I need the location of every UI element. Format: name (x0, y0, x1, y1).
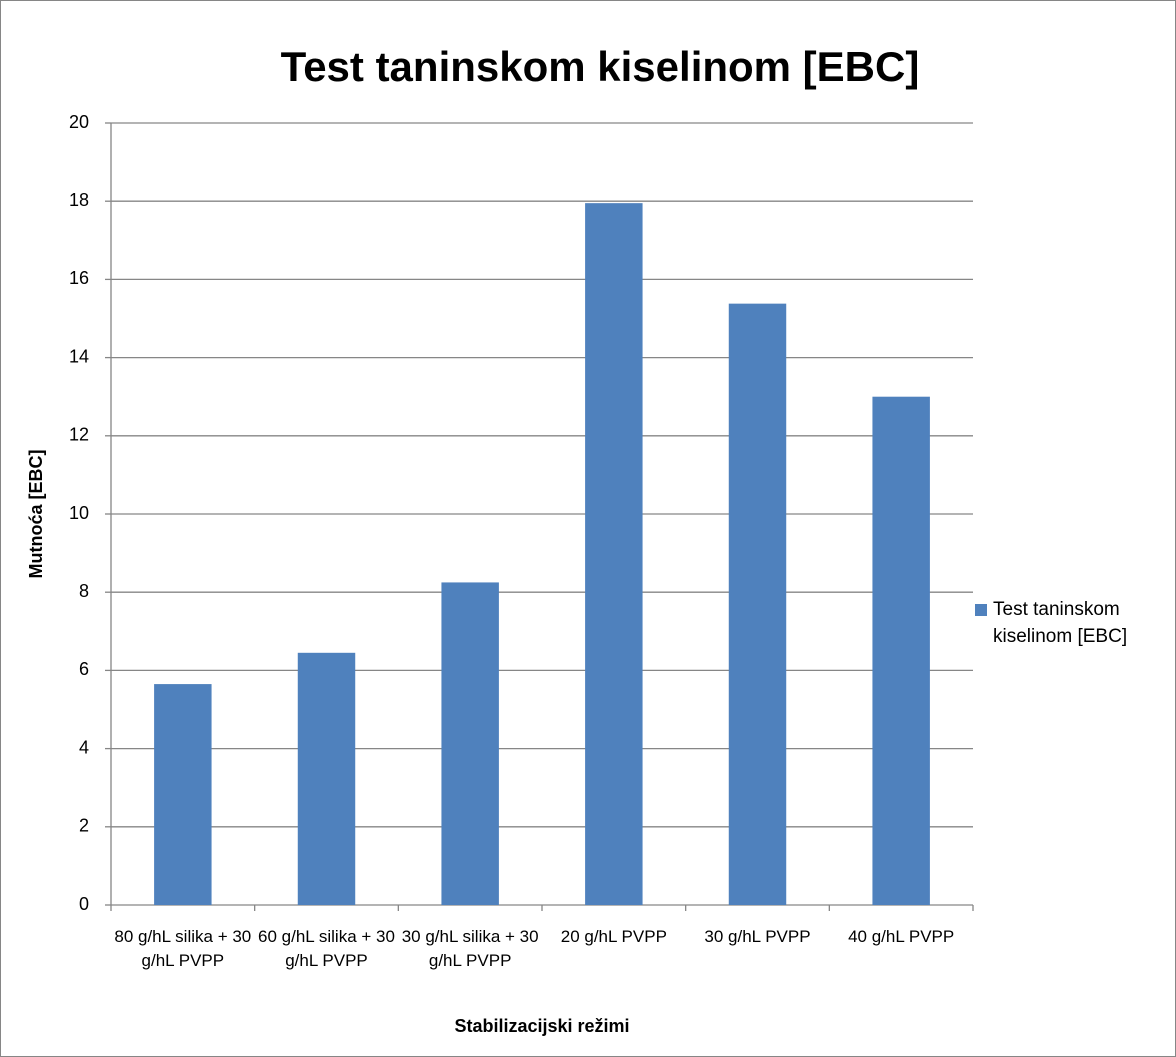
y-tick-label: 6 (79, 659, 89, 679)
y-tick-label: 16 (69, 268, 89, 288)
y-tick-label: 0 (79, 894, 89, 914)
y-tick-label: 20 (69, 112, 89, 132)
bar (297, 652, 356, 905)
x-tick-label: 80 g/hL silika + 30 g/hL PVPP (114, 927, 252, 970)
x-tick-label: 30 g/hL PVPP (704, 927, 811, 946)
y-axis-label: Mutnoća [EBC] (26, 450, 46, 579)
x-tick-label: 30 g/hL silika + 30 g/hL PVPP (401, 927, 539, 970)
x-axis-label: Stabilizacijski režimi (454, 1016, 629, 1036)
legend-label: Test taninskom kiselinom [EBC] (993, 599, 1128, 647)
y-tick-label: 18 (69, 190, 89, 210)
chart-title: Test taninskom kiselinom [EBC] (281, 43, 920, 90)
x-tick-label: 40 g/hL PVPP (848, 927, 955, 946)
y-tick-label: 4 (79, 737, 89, 757)
x-tick-label: 60 g/hL silika + 30 g/hL PVPP (258, 927, 395, 970)
x-tick-label: 20 g/hL PVPP (560, 927, 667, 946)
bar (585, 203, 643, 905)
y-tick-label: 14 (69, 346, 89, 366)
y-tick-label: 12 (69, 425, 89, 445)
legend-swatch (975, 604, 987, 616)
y-tick-label: 10 (69, 503, 89, 523)
bar (872, 396, 930, 905)
y-tick-label: 2 (79, 816, 89, 836)
bar (728, 303, 787, 906)
bar (154, 684, 212, 905)
y-tick-label: 8 (79, 581, 89, 601)
bar (441, 582, 499, 905)
